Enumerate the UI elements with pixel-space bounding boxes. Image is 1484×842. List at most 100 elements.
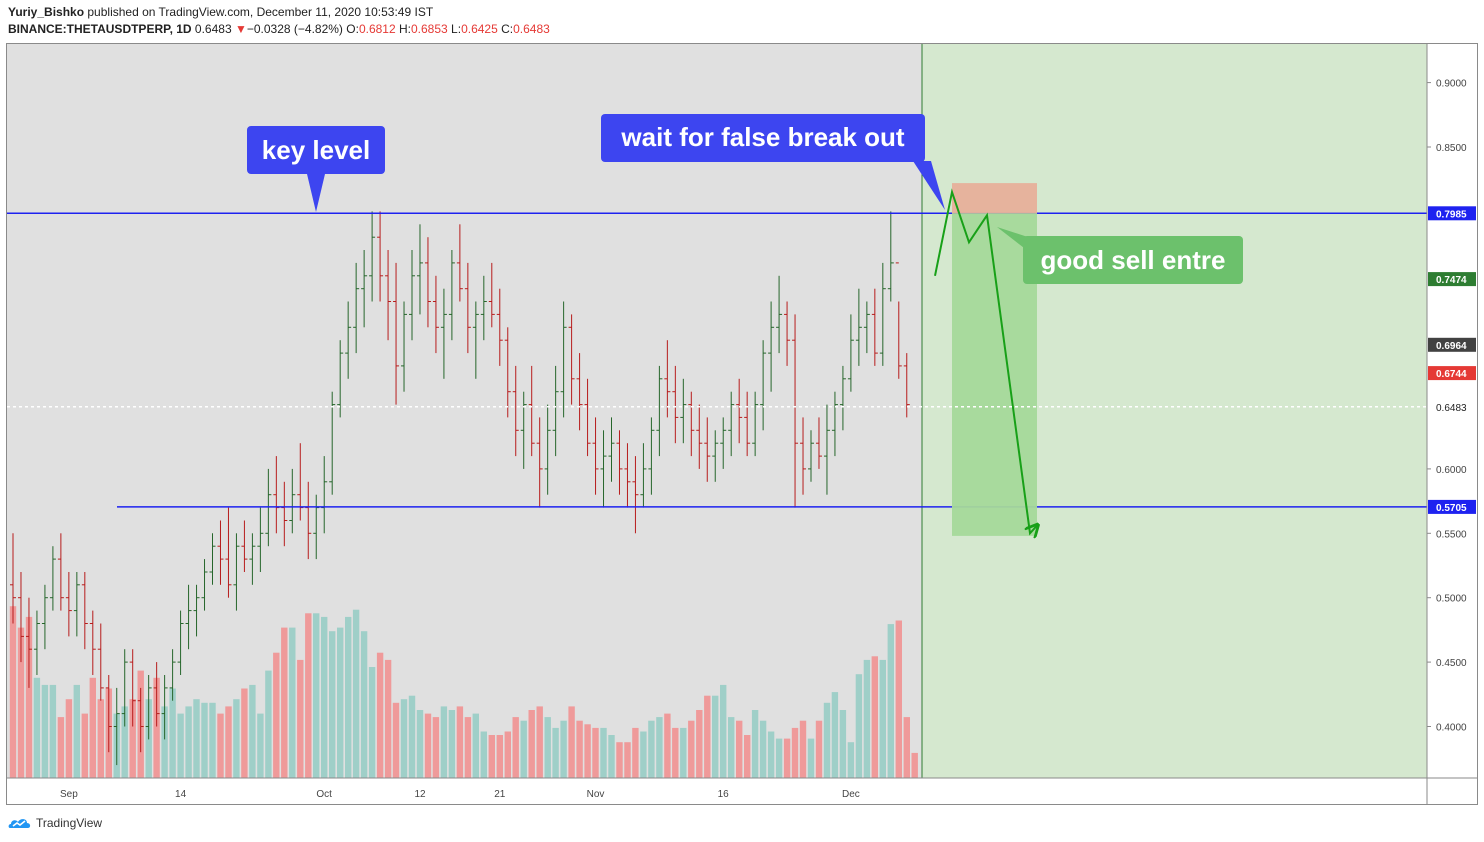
volume-bar bbox=[616, 742, 623, 778]
volume-bar bbox=[799, 720, 807, 778]
ohlc-bar bbox=[568, 314, 575, 405]
volume-bar bbox=[169, 688, 176, 778]
volume-bar bbox=[73, 684, 80, 778]
volume-bar bbox=[177, 713, 184, 778]
key-level-callout[interactable]: key level bbox=[247, 126, 385, 212]
projected-path-arrow bbox=[934, 188, 1037, 533]
ohlc-bar bbox=[640, 443, 647, 508]
author-name[interactable]: Yuriy_Bishko bbox=[8, 5, 85, 19]
sell-entry-callout[interactable]: good sell entre bbox=[997, 227, 1243, 284]
price-tick-label: 0.4500 bbox=[1436, 658, 1467, 669]
ohlc-bar bbox=[401, 301, 408, 392]
ohlc-bar bbox=[488, 262, 495, 328]
false-breakout-callout[interactable]: wait for false break out bbox=[601, 114, 945, 210]
ohlc-bar bbox=[712, 430, 719, 482]
ohlc-bar bbox=[225, 507, 232, 598]
price-label: 0.7474 bbox=[1436, 275, 1467, 286]
false-breakout-label: wait for false break out bbox=[620, 122, 905, 152]
volume-bar bbox=[887, 624, 894, 778]
volume-bar bbox=[592, 727, 599, 778]
ohlc-bar bbox=[337, 340, 344, 418]
price-tick-label: 0.9000 bbox=[1436, 79, 1467, 90]
volume-bar bbox=[863, 659, 871, 778]
last-price: 0.6483 bbox=[194, 22, 232, 36]
ohlc-bar bbox=[520, 391, 527, 469]
ohlc-bar bbox=[121, 649, 128, 727]
price-label-box bbox=[1428, 272, 1476, 287]
volume-bar bbox=[376, 652, 384, 778]
ohlc-bar bbox=[648, 417, 655, 495]
volume-bar bbox=[448, 710, 456, 778]
volume-bar bbox=[345, 616, 352, 778]
volume-bar bbox=[839, 710, 847, 778]
ohlc-bar bbox=[177, 610, 184, 675]
chart-frame[interactable]: key level wait for false break out good … bbox=[6, 43, 1478, 805]
price-tick-label: 0.5500 bbox=[1436, 529, 1467, 540]
ohlc-bar bbox=[528, 365, 535, 457]
time-tick-label: Dec bbox=[842, 789, 860, 800]
volume-bar bbox=[193, 699, 200, 778]
ohlc-bar bbox=[73, 572, 80, 637]
volume-bar bbox=[440, 706, 448, 778]
volume-bar bbox=[584, 724, 591, 778]
ohlc-bar bbox=[456, 224, 463, 302]
price-chart[interactable]: key level wait for false break out good … bbox=[7, 44, 1477, 804]
ohlc-bar bbox=[448, 250, 455, 341]
ohlc-bar bbox=[416, 224, 423, 315]
ohlc-bar bbox=[855, 288, 862, 366]
volume-bar bbox=[576, 720, 583, 778]
ohlc-bar bbox=[512, 365, 519, 457]
volume-bar bbox=[744, 735, 751, 778]
volume-bar bbox=[360, 631, 368, 778]
publish-info: Yuriy_Bishko published on TradingView.co… bbox=[8, 5, 433, 19]
volume-bar bbox=[496, 735, 503, 778]
ohlc-bar bbox=[57, 533, 64, 611]
volume-bar bbox=[895, 620, 902, 778]
ohlc-bar bbox=[784, 301, 791, 366]
time-axis[interactable]: Sep 14 Oct 12 21 Nov 16 Dec bbox=[60, 789, 860, 800]
ohlc-bar bbox=[393, 262, 400, 405]
volume-bar bbox=[552, 727, 559, 778]
ohlc-bar bbox=[25, 597, 32, 688]
volume-bar bbox=[488, 735, 495, 778]
volume-bar bbox=[225, 706, 232, 778]
volume-bar bbox=[65, 699, 73, 778]
open-value: 0.6812 bbox=[358, 22, 396, 36]
price-label-box bbox=[1428, 366, 1476, 381]
ohlc-bar bbox=[440, 288, 447, 379]
volume-bar bbox=[400, 699, 408, 778]
price-axis[interactable]: 0.9000 0.8500 0.7985 0.7474 0.6964 0.6744 0.64… bbox=[1427, 79, 1476, 734]
ohlc-bar bbox=[329, 391, 336, 495]
ohlc-bar bbox=[592, 417, 599, 495]
volume-bar bbox=[233, 699, 240, 778]
volume-bar bbox=[408, 695, 416, 778]
price-label: 0.5705 bbox=[1436, 503, 1467, 514]
volume-bar bbox=[329, 631, 336, 778]
volume-bar bbox=[281, 627, 288, 778]
volume-bar bbox=[265, 670, 272, 778]
ohlc-bar bbox=[584, 378, 591, 457]
volume-bar bbox=[424, 713, 432, 778]
ohlc-bar bbox=[768, 301, 775, 392]
volume-bar bbox=[632, 727, 639, 778]
ohlc-bar bbox=[760, 340, 767, 431]
price-label: 0.6964 bbox=[1436, 341, 1467, 352]
volume-bar bbox=[25, 616, 33, 778]
volume-bar bbox=[696, 710, 703, 778]
volume-bar bbox=[384, 659, 392, 778]
volume-bar bbox=[17, 627, 25, 778]
volume-bar bbox=[871, 656, 878, 778]
time-tick-label: Oct bbox=[316, 789, 332, 800]
footer-brand[interactable]: TradingView bbox=[8, 816, 102, 830]
down-arrow-icon: ▼ bbox=[234, 22, 247, 36]
ohlc-bar bbox=[105, 675, 112, 753]
volume-bar bbox=[321, 616, 328, 778]
volume-bar bbox=[289, 627, 296, 778]
volume-bar bbox=[209, 702, 216, 778]
ohlc-bar bbox=[552, 365, 559, 457]
time-tick-label: 14 bbox=[175, 789, 187, 800]
close-label: C: bbox=[501, 22, 514, 36]
ohlc-bar bbox=[169, 649, 176, 701]
ohlc-bar bbox=[209, 533, 216, 585]
ohlc-bar bbox=[688, 391, 695, 457]
